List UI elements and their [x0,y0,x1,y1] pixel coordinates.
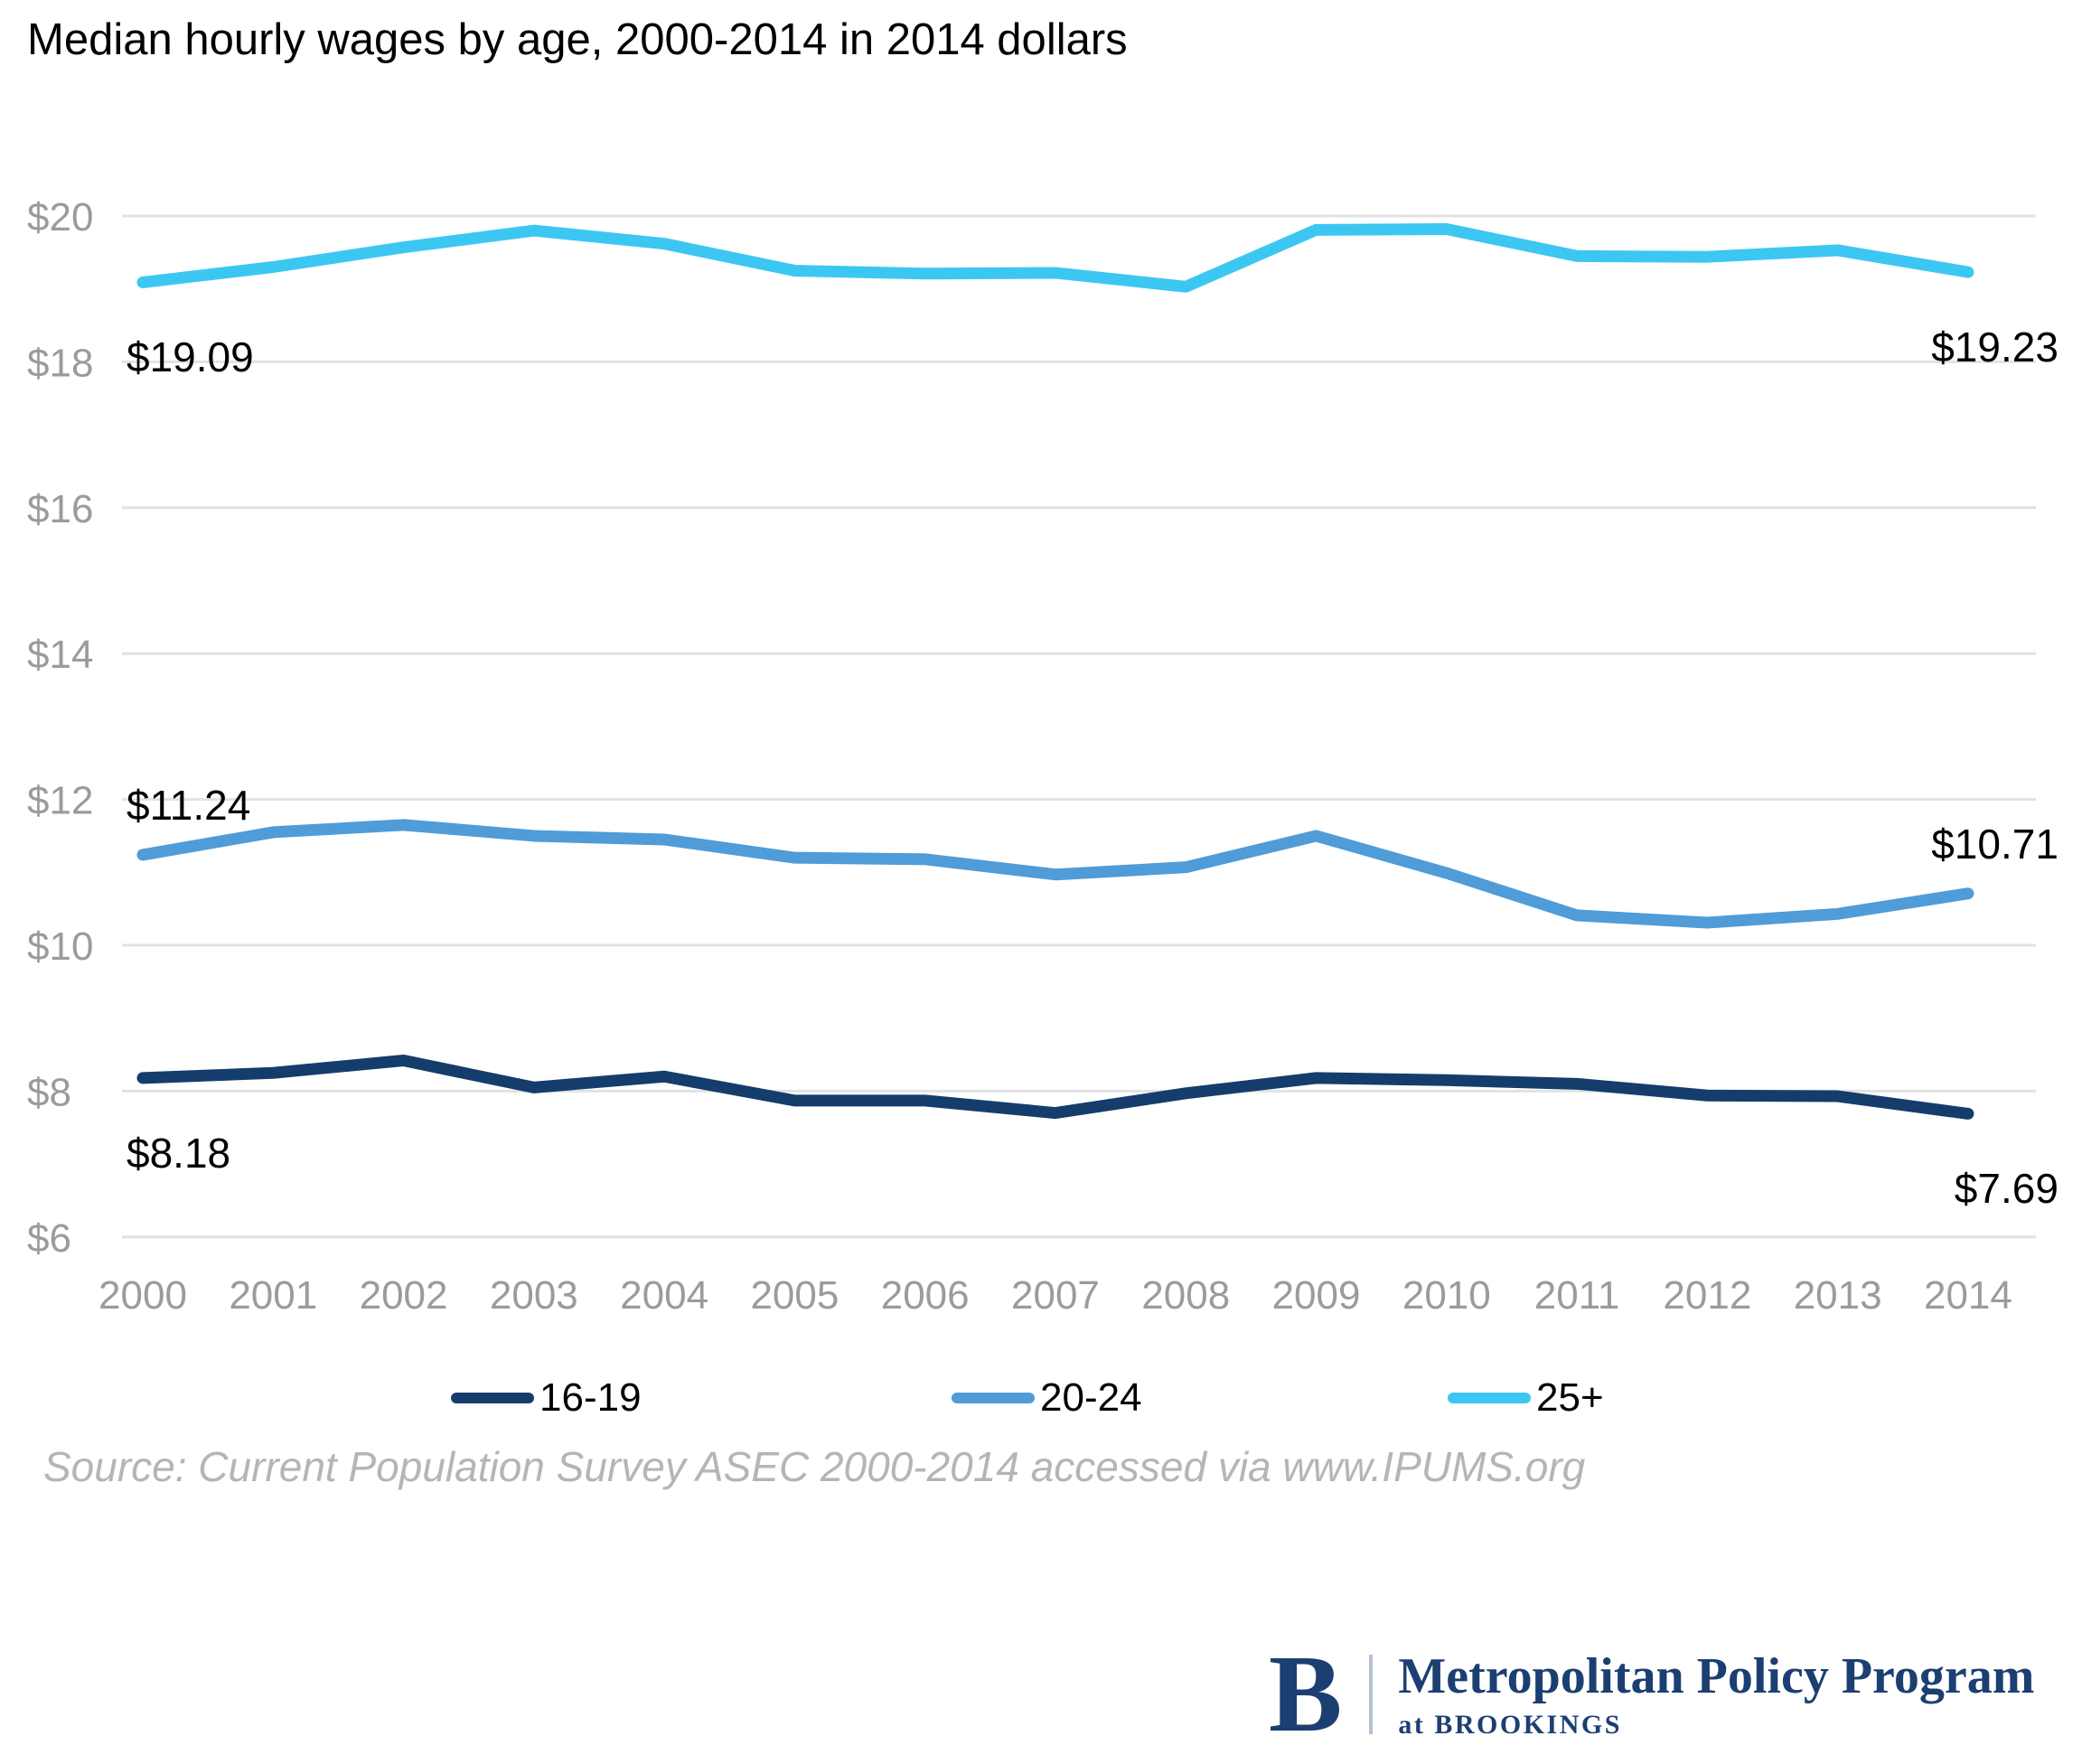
legend-item-16-19: 16-19 [451,1374,642,1422]
y-tick-label: $14 [27,633,93,677]
legend-dash-icon-20-24 [952,1393,1035,1403]
source-note: Source: Current Population Survey ASEC 2… [43,1443,1586,1490]
legend-dash-icon-16-19 [451,1393,534,1403]
x-tick-label: 2014 [1924,1273,2012,1318]
logo-text-block: Metropolitan Policy Program at BROOKINGS [1398,1648,2034,1741]
x-tick-label: 2002 [360,1273,448,1318]
data-label-20-24-start: $11.24 [127,781,251,829]
y-tick-label: $16 [27,487,93,531]
x-tick-label: 2001 [229,1273,317,1318]
x-tick-label: 2003 [490,1273,578,1318]
x-tick-label: 2013 [1794,1273,1882,1318]
x-tick-label: 2011 [1534,1273,1620,1318]
legend-dash-icon-25plus [1448,1393,1531,1403]
legend-item-20-24: 20-24 [952,1374,1142,1422]
brookings-b-mark: B [1269,1633,1343,1755]
y-tick-label: $6 [27,1216,71,1261]
x-tick-label: 2004 [620,1273,708,1318]
line-series-25+ [136,223,1974,293]
data-label-20-24-end: $10.71 [1931,820,2059,868]
data-label-25plus-end: $19.23 [1931,324,2059,371]
x-tick-label: 2008 [1141,1273,1230,1318]
x-tick-label: 2012 [1663,1273,1751,1318]
logo-sub-name: at BROOKINGS [1398,1710,1622,1740]
legend-label-20-24: 20-24 [1040,1375,1142,1420]
x-tick-label: 2010 [1402,1273,1491,1318]
data-label-16-19-start: $8.18 [127,1129,231,1177]
data-label-16-19-end: $7.69 [1954,1165,2059,1213]
x-tick-label: 2000 [98,1273,187,1318]
legend-label-16-19: 16-19 [539,1375,642,1420]
x-tick-label: 2007 [1011,1273,1100,1318]
logo-program-name: Metropolitan Policy Program [1398,1648,2035,1704]
y-tick-label: $12 [27,779,93,823]
x-tick-label: 2006 [881,1273,970,1318]
y-tick-label: $8 [27,1070,71,1114]
legend-item-25plus: 25+ [1448,1374,1604,1422]
chart-title: Median hourly wages by age, 2000-2014 in… [27,15,1128,64]
x-tick-label: 2009 [1272,1273,1361,1318]
y-tick-label: $20 [27,195,93,239]
data-label-25plus-start: $19.09 [127,333,254,381]
line-series-20-24 [136,819,1974,929]
line-series-16-19 [136,1055,1974,1120]
legend-label-25plus: 25+ [1536,1375,1604,1420]
x-tick-label: 2005 [750,1273,839,1318]
logo-divider [1369,1655,1374,1734]
y-tick-label: $10 [27,924,93,969]
brookings-logo: B Metropolitan Policy Program at BROOKIN… [1269,1633,2034,1755]
y-tick-label: $18 [27,341,93,385]
